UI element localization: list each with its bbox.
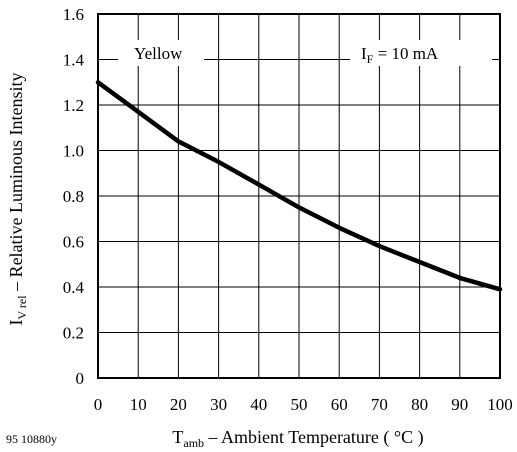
condition-label-main: I xyxy=(361,44,367,63)
figure-id: 95 10880y xyxy=(6,432,57,446)
x-tick-labels: 0 10 20 30 40 50 60 70 80 90 100 xyxy=(94,395,513,414)
x-tick-label: 30 xyxy=(210,395,227,414)
grid-lines xyxy=(97,13,501,379)
plot-frame xyxy=(97,13,501,379)
y-tick-label: 1.4 xyxy=(63,51,85,70)
y-tick-label: 0 xyxy=(76,369,85,388)
x-tick-label: 90 xyxy=(451,395,468,414)
series-label-background xyxy=(118,40,204,66)
y-tick-label: 1.0 xyxy=(63,142,84,161)
x-tick-label: 100 xyxy=(487,395,513,414)
x-axis-title-sub: amb xyxy=(183,436,204,450)
x-tick-label: 60 xyxy=(331,395,348,414)
y-tick-labels: 0 0.2 0.4 0.6 0.8 1.0 1.2 1.4 1.6 xyxy=(63,5,85,388)
y-axis-title-main: I xyxy=(6,320,26,326)
x-tick-label: 40 xyxy=(250,395,267,414)
x-tick-label: 20 xyxy=(170,395,187,414)
y-tick-label: 0.6 xyxy=(63,233,84,252)
condition-label-sub: F xyxy=(367,52,374,66)
condition-label: IF = 10 mA xyxy=(361,44,439,66)
condition-label-background xyxy=(350,40,492,66)
x-tick-label: 70 xyxy=(371,395,388,414)
condition-label-rest: = 10 mA xyxy=(373,44,439,63)
y-axis-title-rest: – Relative Luminous Intensity xyxy=(6,72,26,295)
y-tick-label: 1.6 xyxy=(63,5,84,24)
x-axis-title-main: T xyxy=(172,427,183,447)
x-tick-label: 0 xyxy=(94,395,103,414)
y-axis-title-sub: V rel xyxy=(15,295,29,320)
x-axis-title-rest: – Ambient Temperature ( °C ) xyxy=(204,427,424,448)
x-tick-label: 10 xyxy=(130,395,147,414)
series-line xyxy=(95,80,503,292)
y-axis-title: IV rel – Relative Luminous Intensity xyxy=(6,72,29,325)
x-axis-title: Tamb – Ambient Temperature ( °C ) xyxy=(172,427,423,450)
series-label: Yellow xyxy=(134,44,183,63)
y-tick-label: 0.8 xyxy=(63,187,84,206)
y-tick-label: 1.2 xyxy=(63,96,84,115)
x-tick-label: 80 xyxy=(411,395,428,414)
x-tick-label: 50 xyxy=(291,395,308,414)
y-tick-label: 0.4 xyxy=(63,278,85,297)
y-tick-label: 0.2 xyxy=(63,324,84,343)
plot-series xyxy=(95,80,503,292)
